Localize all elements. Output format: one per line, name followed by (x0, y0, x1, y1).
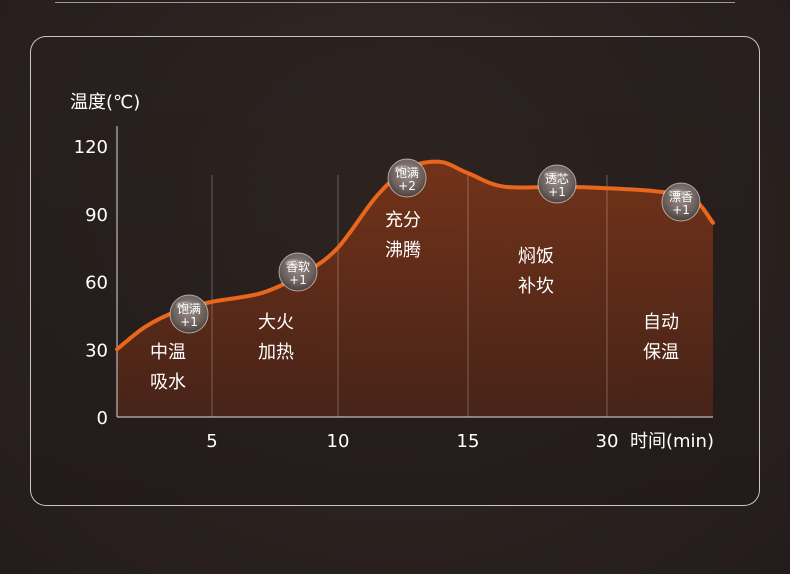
stage-label: 吸水 (150, 372, 186, 393)
badge-highlight (544, 171, 560, 179)
x-tick-label: 15 (457, 431, 480, 452)
badge: 香软+1 (278, 252, 318, 292)
badge-highlight (285, 259, 301, 267)
badges: 饱满+1香软+1饱满+2 透芯+1 漂香+1 (169, 158, 701, 334)
badge-circle (661, 182, 701, 222)
badge-highlight (668, 189, 684, 197)
badge-label: 透芯 (545, 172, 569, 186)
y-tick-label: 60 (85, 273, 108, 294)
y-tick-label: 120 (74, 137, 108, 158)
badge-circle (278, 252, 318, 292)
stage-label: 充分 (385, 210, 421, 231)
badge-label: 饱满 (395, 165, 419, 180)
badge-label: 香软 (286, 260, 310, 274)
area-fill (117, 161, 713, 417)
stage-dividers (211, 175, 608, 417)
badge-circle (387, 158, 427, 198)
x-axis-title: 时间(min) (630, 431, 714, 452)
stage-label: 保温 (643, 342, 679, 363)
axes: 温度(℃) 0 30 60 90 120 5 10 15 30 时间(min) (70, 92, 714, 452)
badge-value: +1 (289, 273, 307, 287)
x-tick-label: 5 (206, 431, 217, 452)
badge-value: +1 (548, 185, 566, 199)
badge-label: 饱满 (177, 301, 201, 316)
badge: 饱满+2 (387, 158, 427, 198)
badge-value: +1 (672, 203, 690, 217)
badge-value: +2 (398, 179, 416, 193)
y-tick-label: 30 (85, 340, 108, 361)
x-tick-label: 10 (327, 431, 350, 452)
stage-label: 自动 (643, 312, 679, 333)
stage-label: 焖饭 (518, 246, 554, 267)
y-axis-title: 温度(℃) (70, 92, 140, 113)
badge-highlight (394, 165, 410, 173)
badge-value: +1 (180, 315, 198, 329)
badge-circle (537, 164, 577, 204)
stage-label: 大火 (258, 312, 294, 333)
badge: 饱满+1 (169, 294, 209, 334)
stage-label: 加热 (258, 342, 294, 363)
area-layer (117, 161, 713, 417)
top-divider (55, 0, 735, 3)
badge-highlight (176, 301, 192, 309)
badge: 漂香+1 (661, 182, 701, 222)
stage-label: 中温 (150, 342, 186, 363)
x-tick-label: 30 (596, 431, 619, 452)
badge-label: 漂香 (669, 190, 693, 204)
stage-label: 沸腾 (385, 240, 421, 261)
y-tick-label: 90 (85, 205, 108, 226)
badge-circle (169, 294, 209, 334)
y-tick-label: 0 (97, 408, 108, 429)
stage-label: 补坎 (518, 276, 554, 297)
badge: 透芯+1 (537, 164, 577, 204)
